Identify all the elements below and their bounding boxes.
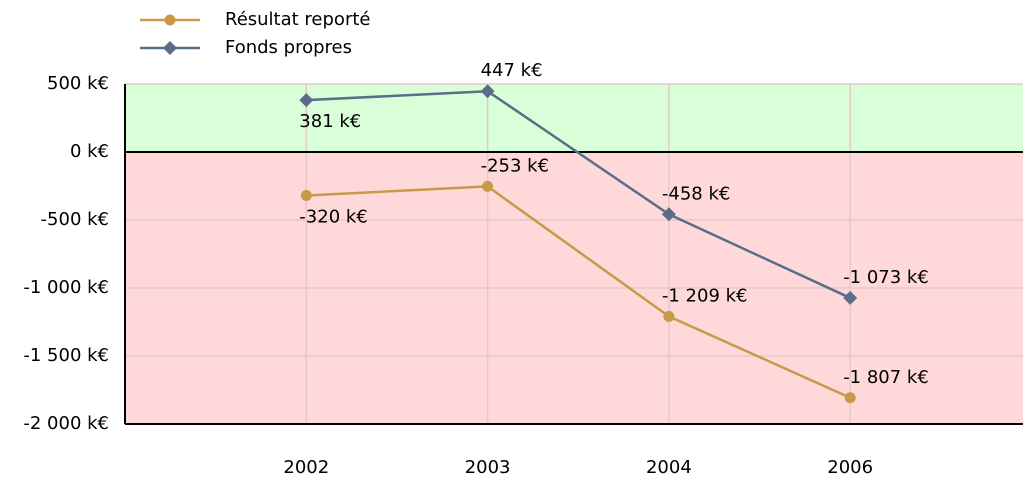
data-point [661,207,676,222]
data-point [299,93,314,108]
legend-label: Fonds propres [225,37,352,58]
value-label: -1 807 k€ [843,367,929,388]
value-label: 447 k€ [481,60,543,81]
value-label: -1 209 k€ [662,285,748,306]
x-tick-label: 2002 [283,457,329,478]
x-tick-label: 2004 [646,457,692,478]
y-tick-label: -1 000 k€ [23,277,109,298]
y-tick-label: -500 k€ [41,209,109,230]
y-tick-label: -2 000 k€ [23,413,109,434]
x-tick-label: 2003 [465,457,511,478]
value-label: -1 073 k€ [843,267,929,288]
data-point [480,84,495,99]
data-point [482,180,494,192]
y-tick-label: 500 k€ [47,73,109,94]
x-tick-label: 2006 [827,457,873,478]
data-point [663,310,675,322]
data-point [843,290,858,305]
value-label: 381 k€ [299,111,361,132]
y-tick-label: 0 k€ [70,141,109,162]
value-label: -320 k€ [299,207,367,228]
legend-marker [163,41,177,55]
data-point [844,392,856,404]
y-tick-label: -1 500 k€ [23,345,109,366]
legend-label: Résultat reporté [225,9,370,30]
value-label: -458 k€ [662,183,730,204]
value-label: -253 k€ [481,155,549,176]
series-line [306,89,851,300]
data-point [300,190,312,202]
series-line [306,185,851,399]
positive-zone [125,84,1023,152]
legend-marker [164,14,176,26]
